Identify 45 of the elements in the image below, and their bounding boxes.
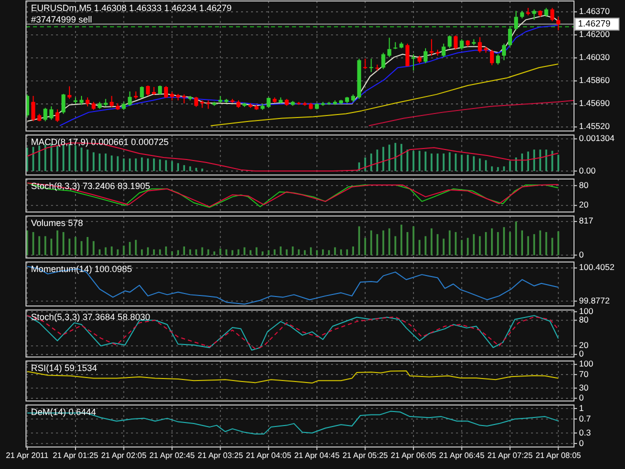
ref-line-label: 1.46279 bbox=[578, 18, 611, 29]
x-tick-label: 21 Apr 03:25 bbox=[198, 451, 244, 460]
x-tick-label: 21 Apr 02:05 bbox=[101, 451, 148, 460]
x-tick-label: 21 Apr 08:05 bbox=[536, 451, 582, 460]
y-tick-label: 1.46200 bbox=[579, 29, 610, 40]
x-tick-label: 21 Apr 07:25 bbox=[487, 451, 534, 460]
y-tick-label: 0 bbox=[579, 438, 584, 448]
x-tick-label: 21 Apr 06:45 bbox=[439, 451, 485, 460]
y-tick-label: 80 bbox=[579, 180, 589, 190]
y-tick-label: 0 bbox=[579, 249, 584, 260]
y-tick-label: 817 bbox=[579, 216, 594, 226]
x-tick-label: 21 Apr 04:45 bbox=[294, 451, 340, 460]
y-tick-label: 0.00 bbox=[579, 165, 596, 176]
y-tick-label: 1 bbox=[579, 402, 584, 413]
y-tick-label: 0.001304 bbox=[579, 133, 615, 144]
chart-title: Stoch(5,3,3) 37.3684 58.8030 bbox=[31, 312, 150, 322]
y-tick-label: 100.4052 bbox=[579, 262, 615, 272]
y-tick-label: 0 bbox=[579, 392, 584, 403]
chart-title: EURUSDm,M5 1.46308 1.46333 1.46234 1.46279 bbox=[31, 3, 232, 13]
y-tick-label: 1.45690 bbox=[579, 98, 610, 108]
x-tick-label: 21 Apr 04:05 bbox=[246, 451, 292, 460]
x-tick-label: 21 Apr 05:25 bbox=[342, 451, 388, 460]
y-tick-label: 30 bbox=[579, 382, 589, 392]
y-tick-label: 20 bbox=[579, 340, 589, 350]
chart-title: RSI(14) 59.1534 bbox=[31, 363, 98, 373]
y-tick-label: 1.46370 bbox=[579, 6, 610, 16]
y-tick-label: 99.8772 bbox=[579, 295, 610, 306]
y-tick-label: 1.46030 bbox=[579, 52, 610, 62]
y-tick-label: 20 bbox=[579, 200, 589, 210]
x-tick-label: 21 Apr 01:25 bbox=[52, 451, 99, 460]
x-tick-label: 21 Apr 06:05 bbox=[390, 451, 437, 460]
y-tick-label: 100 bbox=[579, 358, 594, 369]
y-tick-label: 1.45860 bbox=[579, 75, 610, 86]
y-tick-label: 0.7 bbox=[579, 413, 592, 424]
ref-line-label: #37474999 sell bbox=[31, 14, 92, 25]
y-tick-label: 80 bbox=[579, 314, 589, 325]
y-tick-label: 70 bbox=[579, 368, 589, 379]
x-tick-label: 21 Apr 02:45 bbox=[149, 451, 196, 460]
y-tick-label: 0.3 bbox=[579, 427, 592, 438]
chart-title: MACD(8,17,9) 0.000661 0.000725 bbox=[31, 137, 169, 147]
chart-title: Volumes 578 bbox=[31, 218, 84, 228]
y-tick-label: 100 bbox=[579, 306, 594, 316]
y-tick-label: 1.45520 bbox=[579, 121, 610, 132]
x-tick-label: 21 Apr 2011 bbox=[6, 451, 50, 460]
y-tick-label: 0 bbox=[579, 348, 584, 359]
